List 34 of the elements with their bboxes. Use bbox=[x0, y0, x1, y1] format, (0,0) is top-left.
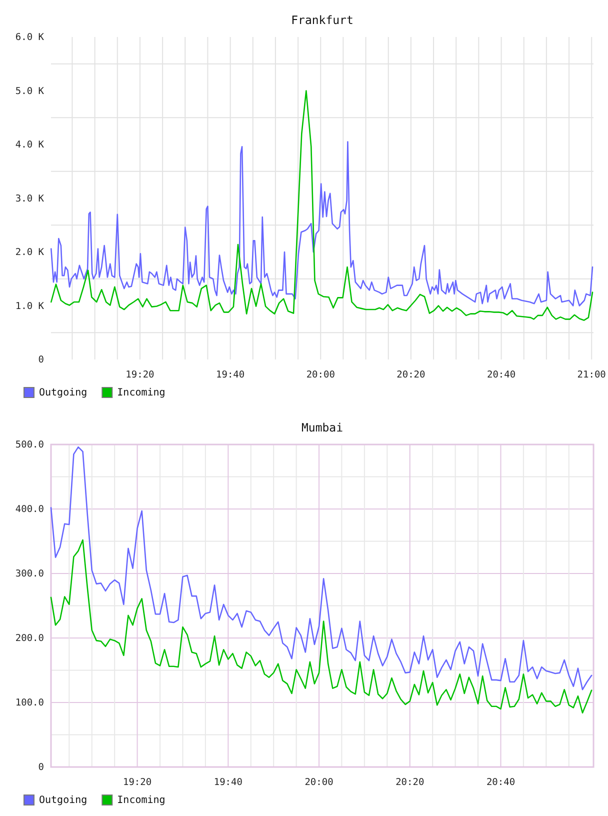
line-series bbox=[50, 141, 594, 306]
y-tick-label: 200.0 bbox=[15, 632, 44, 644]
y-tick-label: 0 bbox=[38, 354, 44, 365]
x-tick-label: 19:40 bbox=[216, 369, 245, 380]
y-tick-label: 2.0 K bbox=[15, 246, 44, 258]
line-series bbox=[50, 446, 592, 690]
y-tick-label: 100.0 bbox=[15, 697, 44, 708]
legend-label: Incoming bbox=[117, 794, 166, 806]
y-tick-label: 5.0 K bbox=[15, 85, 44, 96]
y-tick-label: 6.0 K bbox=[15, 32, 44, 42]
x-tick-label: 20:20 bbox=[396, 776, 424, 788]
chart-title: Frankfurt bbox=[291, 13, 354, 27]
x-tick-label: 20:40 bbox=[486, 369, 516, 380]
x-tick-label: 20:40 bbox=[486, 776, 516, 788]
x-tick-label: 19:20 bbox=[122, 776, 152, 788]
y-tick-label: 400.0 bbox=[15, 504, 44, 514]
legend-label: Outgoing bbox=[39, 794, 88, 806]
legend-label: Incoming bbox=[117, 387, 166, 398]
x-tick-label: 20:20 bbox=[396, 369, 426, 380]
x-tick-label: 20:00 bbox=[306, 369, 336, 380]
legend-label: Outgoing bbox=[39, 387, 88, 398]
x-tick-label: 21:00 bbox=[577, 369, 606, 380]
line-series bbox=[50, 539, 592, 714]
y-tick-label: 4.0 K bbox=[15, 139, 44, 150]
y-tick-label: 0 bbox=[38, 762, 44, 772]
x-tick-label: 19:40 bbox=[214, 776, 243, 788]
x-tick-label: 20:00 bbox=[304, 776, 334, 788]
x-tick-label: 19:20 bbox=[126, 369, 155, 380]
line-series bbox=[50, 90, 594, 321]
y-tick-label: 3.0 K bbox=[15, 192, 44, 204]
y-tick-label: 500.0 bbox=[15, 439, 44, 450]
chart-title: Mumbai bbox=[301, 420, 344, 434]
y-tick-label: 1.0 K bbox=[15, 300, 44, 312]
y-tick-label: 300.0 bbox=[15, 568, 44, 579]
